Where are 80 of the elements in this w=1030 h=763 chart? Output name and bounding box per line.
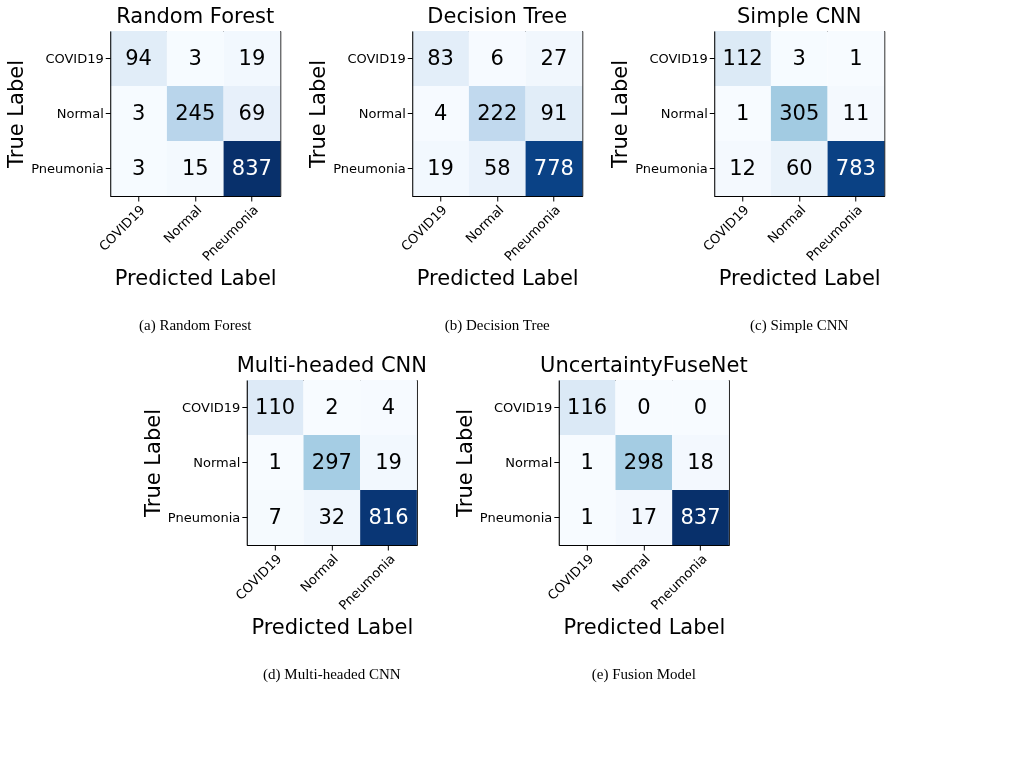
data-label: 3 xyxy=(131,155,146,180)
data-label: 27 xyxy=(540,45,568,70)
y-tick-label: Pneumonia xyxy=(167,509,241,525)
y-tick-label: Pneumonia xyxy=(635,160,708,176)
chart-title: UncertaintyFuseNet xyxy=(540,353,748,377)
data-label: 17 xyxy=(630,504,658,529)
x-axis-title: Predicted Label xyxy=(718,265,881,290)
y-tick-label: Normal xyxy=(193,454,241,470)
x-axis-title: Predicted Label xyxy=(563,614,726,639)
data-label: 12 xyxy=(729,155,756,180)
data-label: 1 xyxy=(580,449,594,474)
data-label: 2 xyxy=(325,394,339,419)
y-tick-label: COVID19 xyxy=(347,50,406,66)
data-label: 6 xyxy=(490,45,504,70)
data-label: 305 xyxy=(779,100,820,125)
data-label: 18 xyxy=(687,449,714,474)
y-tick-label: Normal xyxy=(660,105,708,121)
data-label: 0 xyxy=(637,394,651,419)
text: (d) Multi-headed CNN xyxy=(263,666,401,683)
data-label: 3 xyxy=(792,45,806,70)
data-label: 116 xyxy=(567,394,608,419)
data-label: 837 xyxy=(231,155,272,180)
chart-title: Multi-headed CNN xyxy=(236,353,428,377)
data-label: 15 xyxy=(181,155,209,180)
data-label: 298 xyxy=(623,449,664,474)
data-label: 32 xyxy=(318,504,346,529)
data-label: 1 xyxy=(849,45,863,70)
data-label: 222 xyxy=(477,100,518,125)
y-axis-title: True Label xyxy=(306,60,331,169)
data-label: 783 xyxy=(835,155,876,180)
data-label: 94 xyxy=(125,45,152,70)
data-label: 60 xyxy=(785,155,813,180)
text: (e) Fusion Model xyxy=(591,666,696,683)
data-label: 4 xyxy=(433,100,448,125)
data-label: 778 xyxy=(533,155,574,180)
data-label: 112 xyxy=(722,45,763,70)
x-axis-title: Predicted Label xyxy=(251,614,414,639)
x-axis-title: Predicted Label xyxy=(416,265,579,290)
y-axis-title: True Label xyxy=(608,60,633,169)
data-label: 19 xyxy=(375,449,402,474)
y-tick-label: Normal xyxy=(358,105,406,121)
y-tick-label: COVID19 xyxy=(493,399,553,415)
y-tick-label: Pneumonia xyxy=(31,160,104,176)
data-label: 1 xyxy=(268,449,282,474)
data-label: 83 xyxy=(427,45,454,70)
data-label: 110 xyxy=(255,394,296,419)
chart-title: Random Forest xyxy=(116,4,275,28)
y-tick-label: COVID19 xyxy=(649,50,708,66)
data-label: 1 xyxy=(735,100,750,125)
data-label: 0 xyxy=(693,394,708,419)
y-axis-title: True Label xyxy=(140,409,165,518)
chart-title: Simple CNN xyxy=(737,4,862,28)
data-label: 69 xyxy=(238,100,266,125)
data-label: 19 xyxy=(238,45,266,70)
data-label: 7 xyxy=(268,504,282,529)
y-tick-label: COVID19 xyxy=(181,399,241,415)
text: (a) Random Forest xyxy=(139,317,253,334)
data-label: 11 xyxy=(842,100,870,125)
y-tick-label: Pneumonia xyxy=(333,160,406,176)
x-axis-title: Predicted Label xyxy=(114,265,277,290)
y-tick-label: Normal xyxy=(505,454,553,470)
y-tick-label: COVID19 xyxy=(45,50,104,66)
text: (b) Decision Tree xyxy=(444,317,551,334)
data-label: 245 xyxy=(175,100,216,125)
data-label: 3 xyxy=(131,100,146,125)
data-label: 816 xyxy=(368,504,409,529)
y-axis-title: True Label xyxy=(4,60,29,169)
data-label: 19 xyxy=(427,155,454,180)
y-axis-title: True Label xyxy=(452,409,477,518)
data-label: 837 xyxy=(680,504,721,529)
y-tick-label: Pneumonia xyxy=(479,509,553,525)
data-label: 58 xyxy=(483,155,511,180)
text: (c) Simple CNN xyxy=(750,317,849,334)
data-label: 1 xyxy=(580,504,594,529)
data-label: 91 xyxy=(540,100,568,125)
data-label: 4 xyxy=(381,394,396,419)
data-label: 297 xyxy=(311,449,352,474)
chart-title: Decision Tree xyxy=(427,4,568,28)
data-label: 3 xyxy=(188,45,202,70)
y-tick-label: Normal xyxy=(56,105,104,121)
